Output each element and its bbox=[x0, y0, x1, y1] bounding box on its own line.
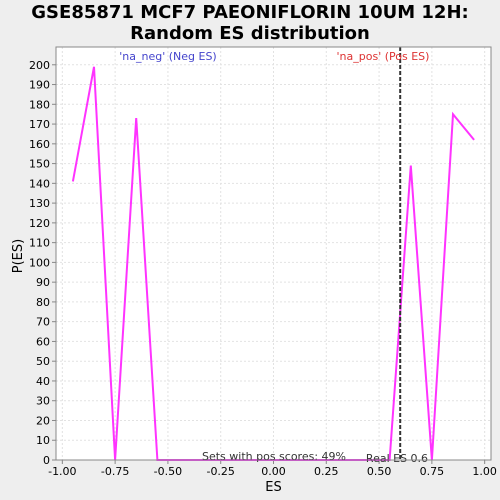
y-tick-label: 80 bbox=[36, 296, 50, 309]
y-tick-label: 50 bbox=[36, 355, 50, 368]
real-es-label: Real ES 0.6 bbox=[366, 452, 428, 465]
x-tick-label: 1.00 bbox=[472, 465, 497, 478]
y-tick-label: 200 bbox=[29, 59, 50, 72]
y-tick-label: 40 bbox=[36, 375, 50, 388]
plot-frame bbox=[55, 46, 492, 461]
y-tick-label: 190 bbox=[29, 79, 50, 92]
y-tick-label: 70 bbox=[36, 316, 50, 329]
pos-es-label: 'na_pos' (Pos ES) bbox=[337, 50, 430, 63]
y-tick-label: 100 bbox=[29, 256, 50, 269]
x-axis-label: ES bbox=[265, 480, 281, 495]
y-tick-label: 150 bbox=[29, 158, 50, 171]
y-tick-label: 120 bbox=[29, 217, 50, 230]
axis-layer: 0 10 20 30 40 50 60 70 80 90 100 110 120 130 140 150 160… bbox=[29, 59, 497, 478]
x-tick-label: 0.00 bbox=[261, 465, 286, 478]
neg-es-label: 'na_neg' (Neg ES) bbox=[119, 50, 216, 63]
y-tick-label: 30 bbox=[36, 395, 50, 408]
y-tick-label: 90 bbox=[36, 276, 50, 289]
y-tick-label: 160 bbox=[29, 138, 50, 151]
x-tick-label: -0.75 bbox=[101, 465, 129, 478]
y-tick-label: 110 bbox=[29, 237, 50, 250]
x-tick-label: -0.50 bbox=[154, 465, 182, 478]
y-tick-label: 140 bbox=[29, 177, 50, 190]
x-tick-label: -1.00 bbox=[48, 465, 76, 478]
pos-scores-summary: Sets with pos scores: 49% bbox=[202, 450, 346, 463]
y-tick-label: 130 bbox=[29, 197, 50, 210]
y-tick-label: 0 bbox=[43, 454, 50, 467]
chart-title-line-1: GSE85871 MCF7 PAEONIFLORIN 10UM 12H: bbox=[31, 2, 469, 23]
y-tick-label: 20 bbox=[36, 414, 50, 427]
x-tick-label: 0.50 bbox=[367, 465, 392, 478]
x-tick-label: 0.25 bbox=[314, 465, 339, 478]
y-tick-label: 170 bbox=[29, 118, 50, 131]
x-tick-label: -0.25 bbox=[206, 465, 234, 478]
chart-title-line-2: Random ES distribution bbox=[130, 23, 370, 44]
chart-title: GSE85871 MCF7 PAEONIFLORIN 10UM 12H: Ran… bbox=[0, 2, 500, 44]
y-tick-label: 10 bbox=[36, 434, 50, 447]
y-tick-label: 180 bbox=[29, 98, 50, 111]
y-axis-label: P(ES) bbox=[11, 239, 26, 273]
y-tick-label: 60 bbox=[36, 335, 50, 348]
x-tick-label: 0.75 bbox=[420, 465, 445, 478]
